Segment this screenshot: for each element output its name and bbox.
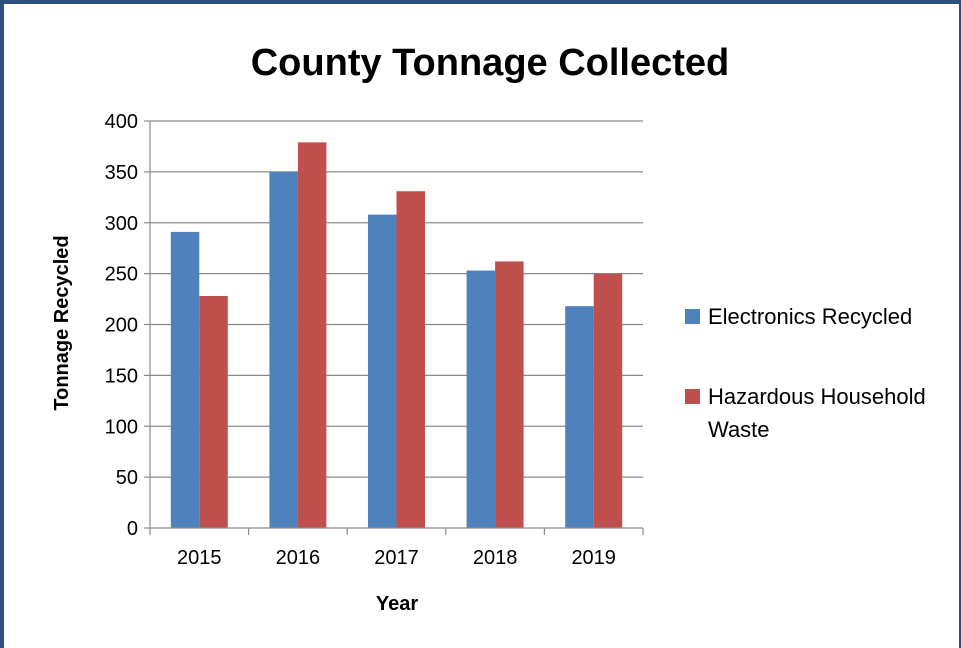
bar-hazardous-household-waste-2016 (297, 142, 327, 528)
y-tick-label: 400 (105, 111, 138, 133)
y-tick-labels: 0 50 100 150 200 250 300 350 400 (105, 111, 138, 540)
bar-hazardous-household-waste-2017 (396, 191, 425, 528)
legend-swatch (685, 389, 700, 404)
legend-item: Hazardous Household Waste (685, 384, 926, 442)
x-tick-label: 2016 (276, 547, 321, 569)
bars (170, 142, 623, 529)
x-axis-label: Year (376, 593, 418, 615)
bar-electronics-recycled-2015 (170, 231, 200, 528)
bar-electronics-recycled-2018 (466, 270, 496, 528)
legend: Electronics Recycled Hazardous Household W… (685, 304, 926, 442)
y-tick-label: 100 (105, 416, 138, 438)
y-tick-label: 150 (105, 365, 138, 387)
y-tick-label: 350 (105, 162, 138, 184)
bar-electronics-recycled-2017 (368, 214, 397, 529)
chart-title: County Tonnage Collected (251, 42, 730, 84)
bar-electronics-recycled-2019 (565, 306, 594, 528)
x-tick-label: 2018 (473, 547, 518, 569)
bar-hazardous-household-waste-2019 (593, 273, 623, 528)
y-tick-label: 0 (127, 518, 138, 540)
x-tick-label: 2015 (177, 547, 222, 569)
x-tick-labels: 2015 2016 2017 2018 2019 (177, 547, 616, 569)
axes (144, 120, 644, 535)
legend-swatch (685, 309, 700, 324)
legend-item: Electronics Recycled (685, 304, 912, 329)
legend-label: Electronics Recycled (708, 304, 912, 329)
x-tick-label: 2017 (374, 547, 419, 569)
bar-hazardous-household-waste-2015 (199, 296, 228, 528)
y-tick-label: 200 (105, 315, 138, 337)
y-axis-label: Tonnage Recycled (51, 235, 73, 410)
bar-hazardous-household-waste-2018 (495, 261, 524, 528)
bar-electronics-recycled-2016 (269, 171, 298, 528)
x-tick-label: 2019 (571, 547, 616, 569)
y-tick-label: 50 (116, 467, 138, 489)
y-tick-label: 300 (105, 213, 138, 235)
legend-label: Hazardous Household Waste (708, 384, 926, 442)
y-tick-label: 250 (105, 264, 138, 286)
